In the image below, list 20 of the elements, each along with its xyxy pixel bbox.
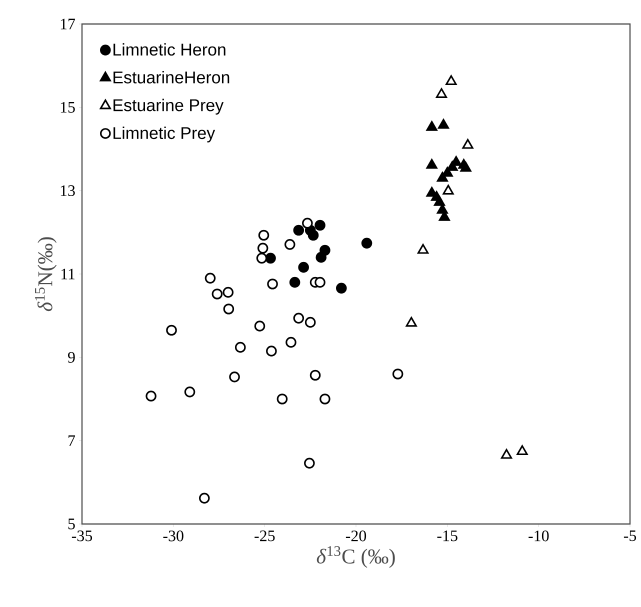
y-tick-label: 17 (60, 18, 76, 30)
x-tick-label: -10 (528, 530, 549, 542)
x-axis-title: δ$^{13}$C (‰) (316, 546, 395, 568)
legend-label: Limnetic Prey (114, 126, 216, 142)
y-tick-label: 11 (61, 268, 75, 280)
x-tick-label: -5 (624, 530, 636, 542)
x-tick-label: -30 (163, 530, 184, 542)
legend-label: Limnetic Heron (114, 43, 226, 56)
y-tick-label: 5 (68, 518, 75, 530)
y-tick-label: 13 (60, 185, 75, 196)
legend-label: EstuarineHeron (114, 70, 230, 84)
x-tick-label: -15 (437, 530, 458, 542)
x-tick-label: -20 (346, 530, 366, 542)
y-tick-label: 15 (60, 102, 75, 113)
y-tick-label: 9 (68, 352, 75, 363)
x-tick-label: -35 (72, 530, 92, 542)
legend-label: Estuarine Prey (114, 98, 224, 115)
y-tick-label: 7 (68, 435, 76, 446)
y-axis-title: δ$^{15}$N(‰) (34, 237, 57, 312)
x-tick-label: -25 (254, 530, 275, 542)
